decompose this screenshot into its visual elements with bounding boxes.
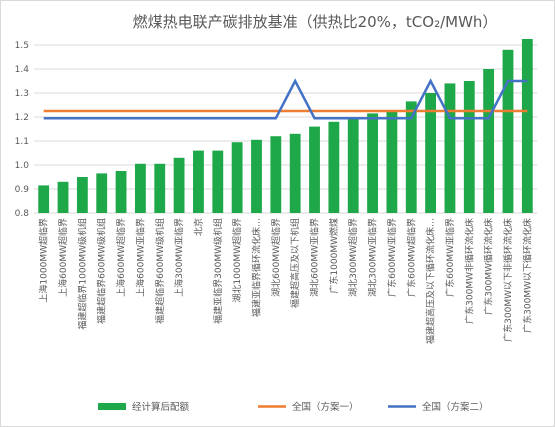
bar bbox=[212, 150, 224, 213]
bar bbox=[444, 83, 456, 214]
bar bbox=[405, 101, 417, 213]
x-tick-label: 福建超高压及以下循环流化床… bbox=[425, 218, 437, 344]
bar bbox=[115, 171, 127, 213]
x-tick-label: 福建亚临界300MW级机组 bbox=[212, 218, 224, 324]
x-axis-ticks: 上海1000MW超临界 上海600MW超临界 福建超临界1000MW级机组 福建超临界… bbox=[38, 218, 534, 344]
bar bbox=[386, 111, 398, 213]
bar bbox=[425, 93, 437, 213]
bar bbox=[251, 139, 262, 213]
x-tick-label: 上海600MW超临界 bbox=[115, 218, 127, 297]
bar bbox=[134, 163, 146, 213]
x-tick-label: 上海600MW超临界 bbox=[57, 218, 69, 297]
x-tick-label: 北京 bbox=[192, 218, 204, 236]
y-tick-label: 0.8 bbox=[15, 209, 30, 219]
y-tick-label: 1.1 bbox=[15, 137, 29, 147]
x-tick-label: 湖北1000MW超临界 bbox=[231, 218, 243, 303]
x-tick-label: 广东1000MW燃煤 bbox=[328, 218, 340, 294]
legend: 经计算后配额 全国（方案一） 全国（方案二） bbox=[98, 401, 489, 413]
bar bbox=[367, 113, 378, 213]
bar bbox=[231, 142, 243, 213]
x-tick-label: 湖北600MW亚临界 bbox=[309, 218, 321, 297]
bar bbox=[38, 185, 50, 213]
x-tick-label: 上海1000MW超临界 bbox=[38, 218, 50, 303]
y-tick-label: 1.5 bbox=[15, 41, 29, 51]
x-tick-label: 湖北300MW亚临界 bbox=[367, 218, 379, 297]
x-tick-label: 福建超临界600MW级机组 bbox=[96, 218, 108, 324]
x-tick-label: 广东600MW超临界 bbox=[405, 218, 417, 297]
bar bbox=[521, 39, 533, 213]
y-tick-label: 0.9 bbox=[15, 185, 30, 195]
legend-label: 经计算后配额 bbox=[132, 401, 190, 413]
y-tick-label: 1.2 bbox=[15, 113, 29, 123]
x-tick-label: 广东300MW以下非循环流化床 bbox=[502, 218, 514, 342]
y-tick-label: 1.3 bbox=[15, 89, 29, 99]
bar bbox=[76, 177, 88, 213]
bar bbox=[193, 150, 204, 213]
bar bbox=[483, 69, 495, 213]
x-tick-label: 广东600MW亚临界 bbox=[444, 218, 456, 297]
bar bbox=[270, 136, 282, 213]
series-line-2 bbox=[43, 78, 528, 120]
bar bbox=[289, 133, 301, 213]
x-tick-label: 湖北600MW超临界 bbox=[270, 218, 282, 297]
bar bbox=[309, 126, 320, 213]
y-tick-label: 1.4 bbox=[15, 65, 30, 75]
x-tick-label: 福建超高压及以下机组 bbox=[289, 218, 301, 308]
bar bbox=[154, 163, 166, 213]
bar bbox=[463, 81, 475, 213]
x-tick-label: 广东300MW循环流化床 bbox=[483, 218, 495, 315]
x-tick-label: 上海600MW亚临界 bbox=[134, 218, 146, 297]
x-tick-label: 广东300MW以下循环流化床 bbox=[521, 218, 533, 333]
bar bbox=[96, 173, 108, 213]
bar bbox=[173, 157, 185, 213]
x-tick-label: 福建超临界600MW级机组 bbox=[154, 218, 166, 324]
bar bbox=[502, 49, 514, 213]
bar-series bbox=[38, 39, 533, 214]
y-axis-ticks: 0.8 0.9 1.0 1.1 1.2 1.3 1.4 1.5 bbox=[15, 41, 30, 219]
x-tick-label: 广东300MW非循环流化床 bbox=[463, 218, 475, 324]
legend-label: 全国（方案二） bbox=[422, 401, 489, 413]
x-tick-label: 湖北300MW超临界 bbox=[347, 218, 359, 297]
x-tick-label: 上海300MW亚临界 bbox=[173, 218, 185, 297]
x-tick-label: 福建超临界1000MW级机组 bbox=[76, 218, 88, 330]
line-series bbox=[43, 78, 528, 120]
legend-label: 全国（方案一） bbox=[292, 401, 359, 413]
y-tick-label: 1.0 bbox=[15, 161, 30, 171]
bar bbox=[57, 181, 69, 213]
chart-title: 燃煤热电联产碳排放基准（供热比20%，tCO₂/MWh） bbox=[133, 13, 498, 31]
bar bbox=[328, 121, 340, 213]
x-tick-label: 福建亚临界循环流化床… bbox=[250, 218, 262, 317]
bar bbox=[347, 118, 359, 213]
x-tick-label: 广东600MW亚临界 bbox=[386, 218, 398, 297]
legend-swatch bbox=[98, 403, 126, 410]
